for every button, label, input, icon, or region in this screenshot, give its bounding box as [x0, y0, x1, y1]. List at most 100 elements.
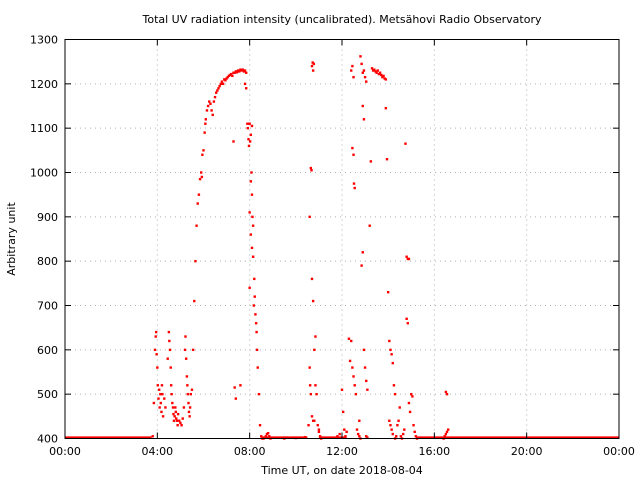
- x-tick-label: 04:00: [141, 445, 173, 458]
- data-point: [160, 384, 164, 387]
- data-point: [243, 69, 247, 72]
- data-point: [310, 64, 314, 68]
- data-point: [181, 417, 184, 420]
- data-point: [401, 432, 405, 436]
- data-point: [285, 436, 288, 439]
- data-point: [247, 138, 250, 141]
- data-point: [174, 406, 177, 409]
- data-point: [381, 75, 384, 79]
- data-point: [246, 126, 250, 130]
- data-point: [374, 70, 377, 73]
- data-point: [314, 335, 317, 338]
- data-point: [254, 322, 258, 325]
- data-point: [199, 171, 203, 174]
- data-point: [388, 339, 391, 343]
- data-point: [312, 62, 316, 66]
- data-point: [233, 71, 236, 74]
- data-point: [395, 435, 398, 438]
- data-point: [309, 166, 313, 170]
- data-point: [219, 82, 223, 86]
- data-point: [226, 75, 229, 79]
- data-point: [248, 211, 251, 214]
- data-point: [389, 424, 392, 427]
- data-point: [264, 435, 268, 438]
- data-point: [352, 182, 356, 185]
- data-point: [160, 410, 163, 414]
- data-point: [361, 71, 364, 74]
- data-point: [164, 406, 167, 409]
- data-point: [366, 388, 369, 391]
- data-point: [393, 392, 397, 396]
- data-point: [361, 251, 364, 254]
- data-point: [248, 140, 252, 143]
- data-point: [194, 259, 197, 263]
- data-point: [251, 255, 255, 258]
- data-point: [253, 295, 256, 298]
- chart-title: Total UV radiation intensity (uncalibrat…: [142, 13, 542, 26]
- data-point: [341, 410, 345, 414]
- data-point: [351, 366, 354, 369]
- data-point: [351, 64, 354, 68]
- data-point: [193, 299, 196, 303]
- data-point: [216, 89, 219, 92]
- data-point: [350, 339, 353, 343]
- data-point: [315, 392, 318, 396]
- data-point: [354, 392, 358, 396]
- data-point: [180, 424, 183, 427]
- data-point: [303, 435, 307, 439]
- data-point: [225, 77, 228, 80]
- data-point: [156, 366, 159, 369]
- data-point: [200, 175, 204, 179]
- data-point: [159, 392, 162, 396]
- data-point: [154, 330, 158, 334]
- data-point: [212, 100, 216, 103]
- data-point: [311, 69, 315, 72]
- data-point: [155, 353, 158, 356]
- data-point: [444, 432, 448, 436]
- data-point: [268, 435, 271, 438]
- data-point: [313, 348, 316, 352]
- data-point: [249, 133, 253, 137]
- data-point: [362, 69, 366, 72]
- data-point: [444, 390, 448, 394]
- data-point: [338, 432, 341, 436]
- data-point: [182, 406, 186, 409]
- data-point: [403, 428, 406, 431]
- data-point: [250, 171, 253, 174]
- x-tick-label: 08:00: [234, 445, 266, 458]
- data-point: [250, 124, 254, 128]
- data-point: [184, 335, 187, 338]
- data-point: [201, 153, 204, 156]
- data-point: [378, 71, 382, 74]
- data-point: [360, 264, 363, 267]
- data-point: [210, 109, 213, 112]
- data-point: [443, 435, 446, 438]
- data-point: [248, 122, 251, 125]
- data-point: [369, 160, 373, 163]
- data-point: [232, 140, 235, 143]
- data-point: [391, 432, 394, 436]
- data-point: [171, 401, 174, 405]
- data-point: [356, 432, 360, 436]
- data-point: [172, 419, 176, 422]
- grid-lines: [65, 39, 619, 439]
- y-tick-label: 1000: [30, 167, 58, 180]
- data-point: [317, 428, 321, 431]
- y-axis-ticks: 400 500 600 700 800 900 1000 1100 1200 1300: [30, 34, 619, 446]
- data-point: [308, 384, 312, 387]
- x-axis-label: Time UT, on date 2018-08-04: [260, 464, 423, 477]
- x-tick-label: 12:00: [326, 445, 358, 458]
- data-point: [363, 75, 367, 79]
- data-point: [157, 397, 160, 400]
- data-point: [156, 384, 159, 387]
- data-point: [365, 435, 368, 438]
- data-points: [151, 55, 450, 440]
- data-point: [309, 392, 313, 396]
- data-point: [405, 255, 408, 258]
- data-point: [377, 72, 381, 76]
- data-point: [172, 412, 175, 416]
- data-point: [311, 61, 314, 64]
- data-point: [197, 193, 201, 196]
- data-point: [405, 317, 408, 320]
- data-point: [161, 415, 165, 418]
